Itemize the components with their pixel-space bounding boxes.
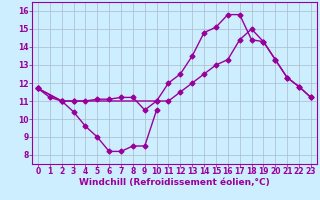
X-axis label: Windchill (Refroidissement éolien,°C): Windchill (Refroidissement éolien,°C) — [79, 178, 270, 187]
